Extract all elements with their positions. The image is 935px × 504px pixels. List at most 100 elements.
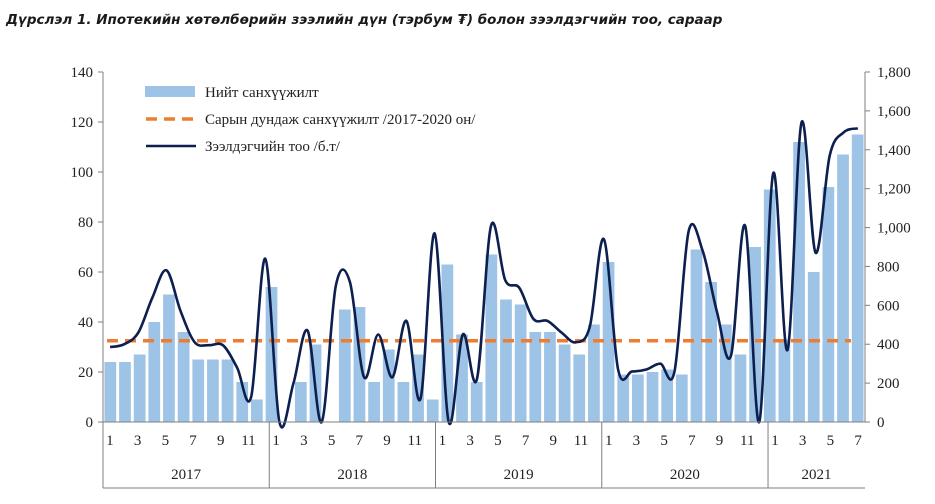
bar-series <box>104 134 864 422</box>
right-tick-label: 600 <box>877 298 900 314</box>
bar <box>441 264 454 422</box>
bar <box>485 254 498 422</box>
month-label: 5 <box>162 433 170 449</box>
bar <box>544 332 556 422</box>
bar <box>705 282 717 422</box>
month-label: 3 <box>466 433 474 449</box>
bar <box>675 374 688 422</box>
left-tick-label: 120 <box>71 115 94 131</box>
month-label: 1 <box>106 433 114 449</box>
month-label: 1 <box>272 433 280 449</box>
bar <box>456 334 468 422</box>
right-tick-label: 400 <box>877 337 900 353</box>
bar <box>617 374 630 422</box>
right-tick-label: 200 <box>877 376 900 392</box>
bar <box>851 134 864 422</box>
left-tick-label: 60 <box>78 265 93 281</box>
bar <box>177 332 190 422</box>
borrower-count-line <box>109 120 859 429</box>
bar <box>251 399 263 422</box>
year-label: 2018 <box>337 467 367 483</box>
bar <box>412 354 424 422</box>
left-tick-label: 100 <box>71 165 94 181</box>
month-label: 3 <box>134 433 142 449</box>
year-label: 2017 <box>171 467 202 483</box>
bar <box>793 142 805 422</box>
bar <box>749 247 761 422</box>
month-label: 7 <box>854 433 862 449</box>
bar <box>763 189 776 422</box>
bar <box>368 382 380 422</box>
right-tick-label: 0 <box>877 415 885 431</box>
bar <box>265 287 278 422</box>
month-label: 7 <box>522 433 530 449</box>
month-label: 7 <box>356 433 364 449</box>
month-label: 7 <box>688 433 696 449</box>
bar <box>221 359 234 422</box>
month-label: 11 <box>408 433 422 449</box>
left-tick-label: 0 <box>86 415 94 431</box>
month-label: 5 <box>660 433 668 449</box>
bar <box>470 382 483 422</box>
bar <box>778 339 791 422</box>
month-label: 11 <box>574 433 588 449</box>
chart-title: Дүрслэл 1. Ипотекийн хөтөлбөрийн зээлийн… <box>6 12 723 28</box>
month-label: 9 <box>550 433 558 449</box>
bar <box>807 272 820 422</box>
bar <box>338 309 351 422</box>
month-label: 3 <box>633 433 641 449</box>
bar <box>426 399 439 422</box>
left-tick-label: 140 <box>71 65 94 81</box>
legend: Нийт санхүүжилт Сарын дундаж санхүүжилт … <box>145 85 476 155</box>
bar <box>119 362 131 422</box>
month-label: 1 <box>439 433 447 449</box>
bar <box>294 382 307 422</box>
bar <box>602 262 615 422</box>
legend-line-label: Зээлдэгчийн тоо /б.т/ <box>205 139 341 155</box>
right-tick-label: 1,800 <box>877 65 911 81</box>
month-label: 5 <box>494 433 502 449</box>
bar <box>236 382 249 422</box>
bar <box>163 294 175 422</box>
bar <box>133 354 146 422</box>
right-tick-label: 1,600 <box>877 104 911 120</box>
bar <box>837 154 849 422</box>
bar <box>382 349 395 422</box>
bar <box>148 322 161 422</box>
bar <box>397 382 410 422</box>
right-tick-label: 1,400 <box>877 143 911 159</box>
year-label: 2020 <box>670 467 700 483</box>
right-tick-label: 800 <box>877 259 900 275</box>
month-label: 7 <box>189 433 197 449</box>
month-label: 11 <box>241 433 255 449</box>
month-label: 5 <box>827 433 835 449</box>
bar <box>529 332 542 422</box>
month-label: 3 <box>799 433 807 449</box>
right-tick-label: 1,000 <box>877 221 911 237</box>
bar <box>632 374 644 422</box>
month-label: 1 <box>605 433 613 449</box>
bar <box>104 362 117 422</box>
month-label: 3 <box>300 433 308 449</box>
bar <box>514 304 527 422</box>
month-label: 5 <box>328 433 336 449</box>
legend-bar-label: Нийт санхүүжилт <box>205 85 319 101</box>
bar <box>192 359 205 422</box>
bar <box>573 354 586 422</box>
axes: 0 20 40 60 80 100 120 140 0 200 400 600 800 1,000 1,20… <box>71 65 911 489</box>
bar <box>661 369 674 422</box>
legend-average-label: Сарын дундаж санхүүжилт /2017-2020 он/ <box>205 112 476 128</box>
left-tick-label: 20 <box>78 365 93 381</box>
month-label: 9 <box>217 433 225 449</box>
bar <box>500 299 512 422</box>
bar <box>353 307 366 422</box>
month-label: 9 <box>716 433 724 449</box>
bar <box>588 324 600 422</box>
right-tick-label: 1,200 <box>877 182 911 198</box>
bar <box>646 372 659 422</box>
bar <box>558 344 571 422</box>
bar <box>690 249 703 422</box>
month-label: 11 <box>740 433 754 449</box>
bar <box>207 359 219 422</box>
